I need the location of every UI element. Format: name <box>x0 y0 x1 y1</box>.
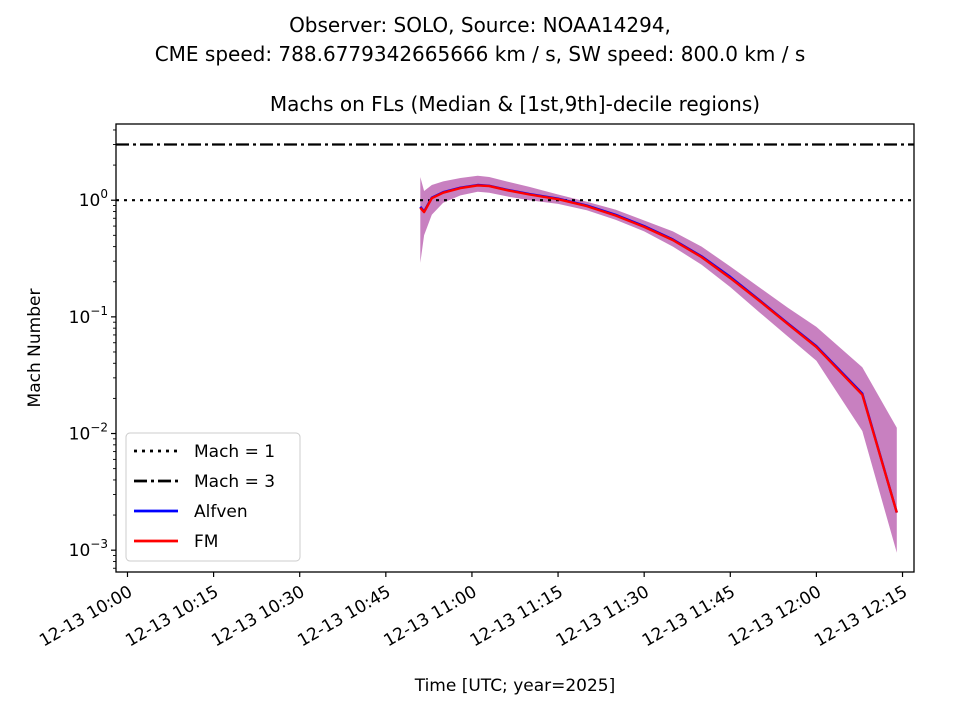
x-tick-label: 12-13 11:00 <box>381 582 481 651</box>
legend: Mach = 1 Mach = 3 Alfven FM <box>125 432 301 562</box>
legend-label: Alfven <box>194 502 248 522</box>
legend-box <box>125 432 301 562</box>
x-axis-label: Time [UTC; year=2025] <box>414 676 616 696</box>
x-tick-label: 12-13 11:15 <box>467 582 567 651</box>
plot-frame <box>115 123 915 573</box>
x-tick-label: 12-13 10:00 <box>36 582 136 651</box>
suptitle-line-1: Observer: SOLO, Source: NOAA14294, <box>289 13 671 37</box>
legend-label: Mach = 3 <box>194 472 275 492</box>
x-tick-label: 12-13 12:15 <box>811 582 911 651</box>
x-tick-label: 12-13 11:45 <box>639 582 739 651</box>
x-tick-label: 12-13 10:15 <box>122 582 222 651</box>
chart-title: Machs on FLs (Median & [1st,9th]-decile … <box>270 92 760 116</box>
y-tick-label: 10−3 <box>69 537 108 561</box>
x-tick-label: 12-13 11:30 <box>553 582 653 651</box>
x-tick-label: 12-13 10:45 <box>294 582 394 651</box>
legend-label: FM <box>194 532 218 552</box>
x-tick-label: 12-13 10:30 <box>208 582 308 651</box>
y-tick-label: 10−2 <box>69 421 108 445</box>
y-tick-label: 100 <box>79 187 108 211</box>
suptitle-line-2: CME speed: 788.6779342665666 km / s, SW … <box>155 42 806 66</box>
x-tick-label: 12-13 12:00 <box>725 582 825 651</box>
legend-label: Mach = 1 <box>194 442 275 462</box>
y-axis-label: Mach Number <box>25 289 45 408</box>
y-tick-label: 10−1 <box>69 304 108 328</box>
series-line-fm <box>419 184 898 513</box>
